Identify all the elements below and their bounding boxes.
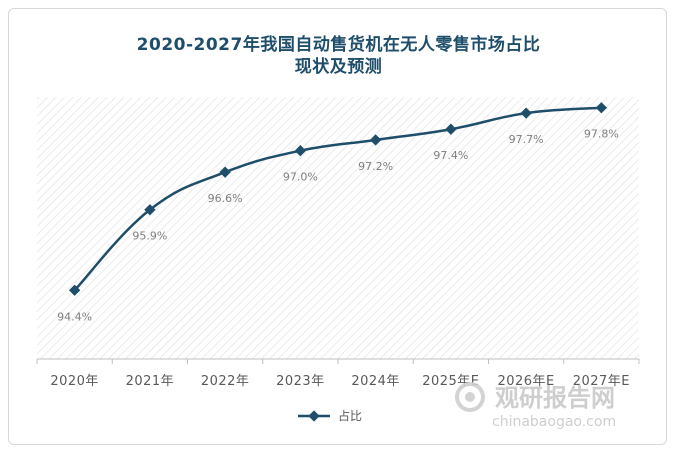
data-point-marker: [219, 166, 231, 178]
data-point-marker: [144, 204, 156, 216]
watermark-logo-icon: [455, 382, 485, 412]
x-axis-tick-label: 2024年: [351, 374, 400, 389]
data-label: 94.4%: [57, 310, 92, 323]
data-label: 96.6%: [208, 192, 243, 205]
x-axis-tick-label: 2025年E: [422, 374, 479, 389]
data-label: 97.8%: [584, 128, 619, 141]
data-label: 97.7%: [509, 133, 544, 146]
watermark: 观研报告网 chinabaogao.com: [455, 382, 616, 430]
data-label: 97.2%: [358, 160, 393, 173]
watermark-brand: 观研报告网: [495, 384, 615, 412]
x-axis-tick-label: 2022年: [201, 374, 250, 389]
chart-title-line2: 现状及预测: [294, 57, 383, 77]
chart-title-line1: 2020-2027年我国自动售货机在无人零售市场占比: [136, 35, 541, 55]
legend-label: 占比: [338, 408, 362, 423]
data-label: 97.0%: [283, 171, 318, 184]
data-point-marker: [294, 145, 307, 157]
legend: 占比: [298, 408, 362, 423]
x-axis-tick-label: 2020年: [50, 374, 99, 389]
data-point-marker: [369, 134, 382, 146]
data-label: 97.4%: [433, 149, 468, 162]
watermark-url: chinabaogao.com: [492, 414, 616, 430]
x-axis-tick-label: 2027年E: [573, 374, 630, 389]
legend-marker: [308, 410, 320, 422]
plot-area: [37, 97, 639, 359]
data-label: 95.9%: [132, 230, 167, 243]
x-axis-tick-label: 2021年: [126, 374, 175, 389]
x-axis-tick-label: 2026年E: [497, 374, 554, 389]
x-axis-tick-label: 2023年: [276, 374, 325, 389]
